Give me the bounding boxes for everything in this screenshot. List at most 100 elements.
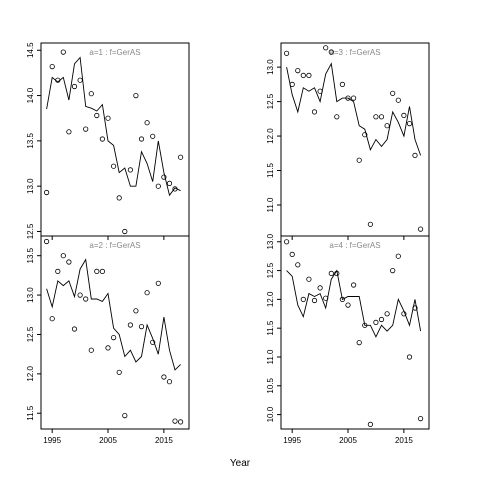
y-tick-label: 13.0 — [266, 59, 275, 75]
observation-point — [122, 412, 128, 419]
observation-point — [362, 132, 368, 138]
y-tick-label: 12.0 — [26, 366, 35, 382]
observation-point — [43, 238, 50, 245]
panel-a3: a=3 : f=GerAS 11.0 11.5 12.0 12.5 13.0 — [266, 42, 430, 240]
observation-point — [328, 49, 334, 55]
observation-point — [166, 379, 173, 385]
observation-point — [390, 267, 396, 274]
x-tick-label: 1995 — [283, 436, 301, 445]
observation-point — [71, 83, 78, 90]
observation-point — [94, 268, 100, 274]
observation-point — [122, 228, 128, 235]
observation-point — [116, 369, 122, 375]
y-tick-label: 14.5 — [26, 42, 35, 58]
observation-point — [306, 276, 312, 282]
observation-point — [306, 72, 312, 79]
observation-point — [133, 308, 139, 314]
observation-point — [49, 316, 55, 322]
observation-point — [323, 45, 329, 51]
observation-point — [345, 302, 351, 308]
panel-a4: a=4 : f=GerAS 10.0 10.5 11.0 11.5 12.0 12.5 13.… — [266, 233, 430, 445]
y-tick-label: 12.5 — [266, 93, 275, 109]
observation-point — [150, 339, 156, 345]
observation-point — [367, 221, 373, 227]
observation-point — [116, 195, 122, 201]
y-tick-label: 12.0 — [266, 291, 275, 307]
x-tick-label: 2015 — [155, 436, 173, 445]
observation-point — [127, 322, 133, 328]
observation-point — [283, 50, 290, 56]
plot-frame — [280, 42, 430, 237]
observation-point — [378, 316, 385, 323]
observation-point — [401, 311, 407, 317]
observation-point — [300, 296, 306, 302]
observation-point — [88, 91, 94, 97]
observation-point — [350, 95, 357, 101]
observation-point — [94, 112, 100, 119]
y-tick-label: 12.5 — [266, 262, 275, 278]
observation-point — [172, 418, 178, 424]
observation-point — [339, 81, 345, 88]
observation-point — [138, 323, 145, 330]
panel-title: a=2 : f=GerAS — [89, 241, 140, 250]
observation-point — [311, 109, 318, 115]
observation-point — [406, 121, 413, 127]
observation-point — [356, 157, 362, 163]
observation-point — [111, 334, 117, 341]
plot-frame — [40, 42, 190, 237]
observation-point — [339, 296, 345, 302]
observation-point — [384, 123, 390, 129]
panel-a2: a=2 : f=GerAS 11.5 12.0 12.5 13.0 13.5 1995 200… — [26, 235, 190, 445]
observation-point — [350, 282, 357, 288]
observation-point — [178, 419, 184, 425]
y-tick-label: 11.0 — [266, 349, 275, 365]
observation-point — [99, 136, 106, 142]
observation-point — [43, 189, 50, 196]
panel-title: a=3 : f=GerAS — [329, 48, 380, 57]
observation-point — [77, 77, 83, 83]
x-tick-label: 2005 — [99, 436, 117, 445]
observation-point — [60, 49, 66, 55]
observation-point — [66, 129, 72, 135]
observation-point — [49, 64, 55, 70]
y-tick-label: 10.5 — [266, 377, 275, 393]
observation-point — [412, 305, 418, 311]
observation-point — [105, 345, 111, 351]
observation-point — [66, 259, 72, 265]
observation-point — [127, 167, 133, 173]
observation-point — [317, 88, 323, 94]
observation-point — [83, 296, 89, 302]
y-tick-label: 12.0 — [266, 128, 275, 144]
observation-point — [317, 285, 323, 291]
observation-point — [77, 292, 83, 298]
observation-point — [334, 114, 340, 120]
y-tick-label: 10.0 — [266, 406, 275, 422]
observation-point — [178, 154, 184, 160]
observation-point — [412, 152, 418, 158]
observation-point — [395, 253, 401, 259]
fitted-line — [46, 56, 181, 197]
observation-point — [295, 68, 301, 74]
observation-point — [300, 72, 306, 79]
y-tick-label: 11.5 — [266, 162, 275, 178]
observation-point — [155, 280, 161, 286]
observation-point — [367, 421, 373, 427]
plot-frame — [40, 235, 190, 430]
observation-point — [356, 339, 362, 346]
fitted-line — [286, 269, 422, 338]
observation-point — [289, 251, 295, 257]
observation-point — [334, 270, 340, 276]
observation-point — [138, 136, 145, 142]
observation-point — [373, 319, 379, 325]
observation-point — [55, 268, 61, 274]
x-tick-label: 2015 — [395, 436, 413, 445]
observation-point — [133, 93, 139, 99]
y-tick-label: 11.5 — [266, 320, 275, 336]
y-tick-label: 13.0 — [266, 233, 275, 249]
observation-point — [328, 270, 334, 276]
fitted-line — [286, 62, 422, 156]
observation-point — [105, 115, 111, 121]
observation-point — [373, 114, 379, 120]
observation-point — [166, 180, 173, 186]
